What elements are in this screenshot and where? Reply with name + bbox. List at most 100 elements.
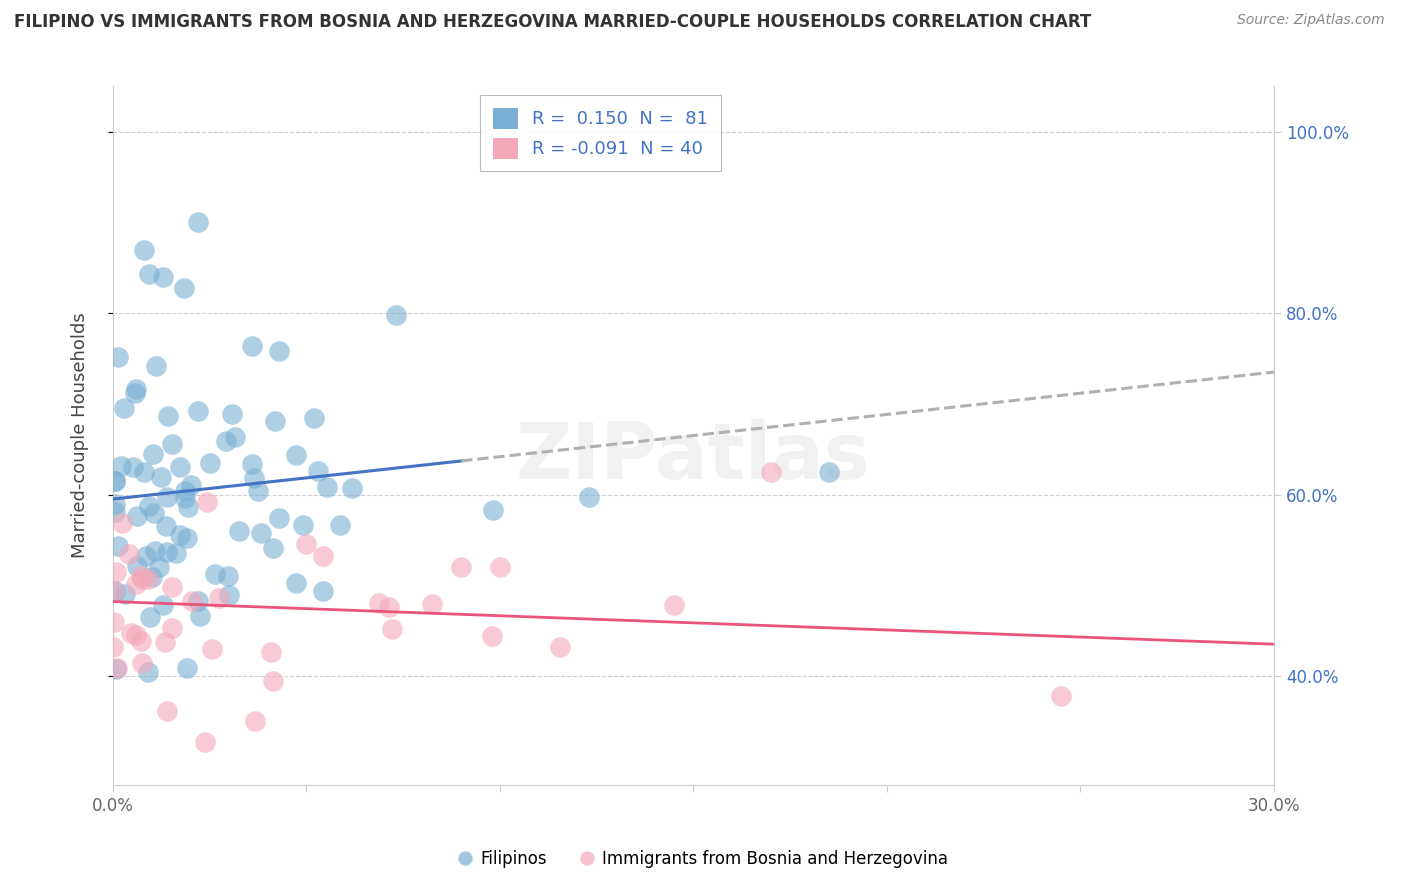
Point: [1050, 689, 1073, 703]
Point: [160, 580, 183, 594]
Point: [112, 401, 135, 415]
Point: [148, 560, 170, 574]
Point: [662, 598, 685, 612]
Point: [240, 457, 263, 471]
Point: [132, 465, 155, 479]
Point: [103, 615, 125, 629]
Point: [578, 490, 600, 504]
Text: FILIPINO VS IMMIGRANTS FROM BOSNIA AND HERZEGOVINA MARRIED-COUPLE HOUSEHOLDS COR: FILIPINO VS IMMIGRANTS FROM BOSNIA AND H…: [14, 13, 1091, 31]
Point: [105, 565, 128, 579]
Point: [136, 665, 159, 680]
Point: [110, 458, 132, 473]
Point: [145, 359, 167, 374]
Point: [818, 465, 841, 479]
Point: [246, 483, 269, 498]
Point: [125, 559, 148, 574]
Point: [194, 734, 217, 748]
Point: [174, 491, 197, 505]
Point: [218, 589, 240, 603]
Point: [329, 517, 352, 532]
Point: [381, 622, 404, 636]
Point: [173, 281, 195, 295]
Point: [249, 526, 271, 541]
Point: [132, 243, 155, 257]
Point: [107, 350, 129, 364]
Point: [174, 483, 197, 498]
Point: [124, 385, 146, 400]
Point: [176, 660, 198, 674]
Point: [221, 407, 243, 421]
Point: [135, 549, 157, 563]
Point: [111, 516, 134, 531]
Point: [104, 497, 127, 511]
Text: ZIPatlas: ZIPatlas: [516, 418, 870, 494]
Point: [143, 544, 166, 558]
Point: [215, 434, 238, 448]
Point: [243, 714, 266, 729]
Point: [169, 528, 191, 542]
Point: [125, 382, 148, 396]
Point: [377, 599, 399, 614]
Point: [105, 661, 128, 675]
Point: [121, 459, 143, 474]
Point: [138, 499, 160, 513]
Point: [385, 308, 408, 322]
Legend: R =  0.150  N =  81, R = -0.091  N = 40: R = 0.150 N = 81, R = -0.091 N = 40: [479, 95, 721, 171]
Point: [180, 478, 202, 492]
Point: [131, 572, 153, 586]
Point: [104, 505, 127, 519]
Point: [188, 609, 211, 624]
Point: [284, 576, 307, 591]
Point: [264, 415, 287, 429]
Point: [120, 626, 142, 640]
Point: [187, 593, 209, 607]
Point: [165, 546, 187, 560]
Point: [201, 642, 224, 657]
Point: [104, 662, 127, 676]
Point: [118, 547, 141, 561]
Point: [101, 640, 124, 654]
Point: [114, 587, 136, 601]
Point: [187, 403, 209, 417]
Point: [177, 500, 200, 514]
Point: [156, 490, 179, 504]
Point: [136, 572, 159, 586]
Point: [181, 594, 204, 608]
Point: [295, 537, 318, 551]
Point: [138, 610, 160, 624]
Point: [217, 569, 239, 583]
Point: [187, 215, 209, 229]
Point: [129, 569, 152, 583]
Point: [450, 560, 472, 574]
Point: [368, 596, 391, 610]
Point: [156, 545, 179, 559]
Point: [269, 511, 291, 525]
Point: [200, 456, 222, 470]
Point: [548, 640, 571, 654]
Point: [156, 704, 179, 718]
Point: [481, 629, 503, 643]
Y-axis label: Married-couple Households: Married-couple Households: [72, 313, 89, 558]
Point: [267, 344, 290, 359]
Point: [125, 509, 148, 524]
Point: [489, 559, 512, 574]
Point: [131, 656, 153, 670]
Point: [169, 459, 191, 474]
Point: [152, 598, 174, 612]
Point: [285, 448, 308, 462]
Point: [155, 518, 177, 533]
Point: [420, 597, 443, 611]
Point: [224, 429, 246, 443]
Point: [260, 645, 283, 659]
Point: [312, 549, 335, 563]
Point: [291, 517, 314, 532]
Point: [125, 576, 148, 591]
Point: [204, 567, 226, 582]
Point: [149, 469, 172, 483]
Point: [315, 480, 337, 494]
Point: [104, 474, 127, 488]
Point: [208, 591, 231, 605]
Point: [141, 570, 163, 584]
Text: Source: ZipAtlas.com: Source: ZipAtlas.com: [1237, 13, 1385, 28]
Point: [156, 409, 179, 423]
